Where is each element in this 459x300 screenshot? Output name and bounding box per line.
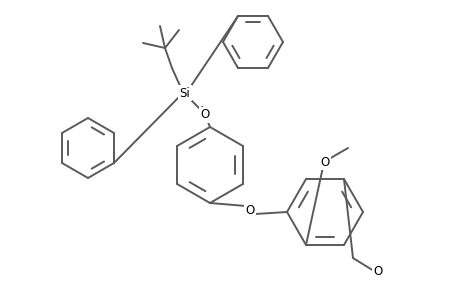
Text: O: O	[373, 266, 382, 278]
Text: O: O	[319, 155, 329, 169]
Text: O: O	[245, 203, 254, 217]
Text: O: O	[200, 109, 209, 122]
Text: Si: Si	[179, 86, 190, 100]
